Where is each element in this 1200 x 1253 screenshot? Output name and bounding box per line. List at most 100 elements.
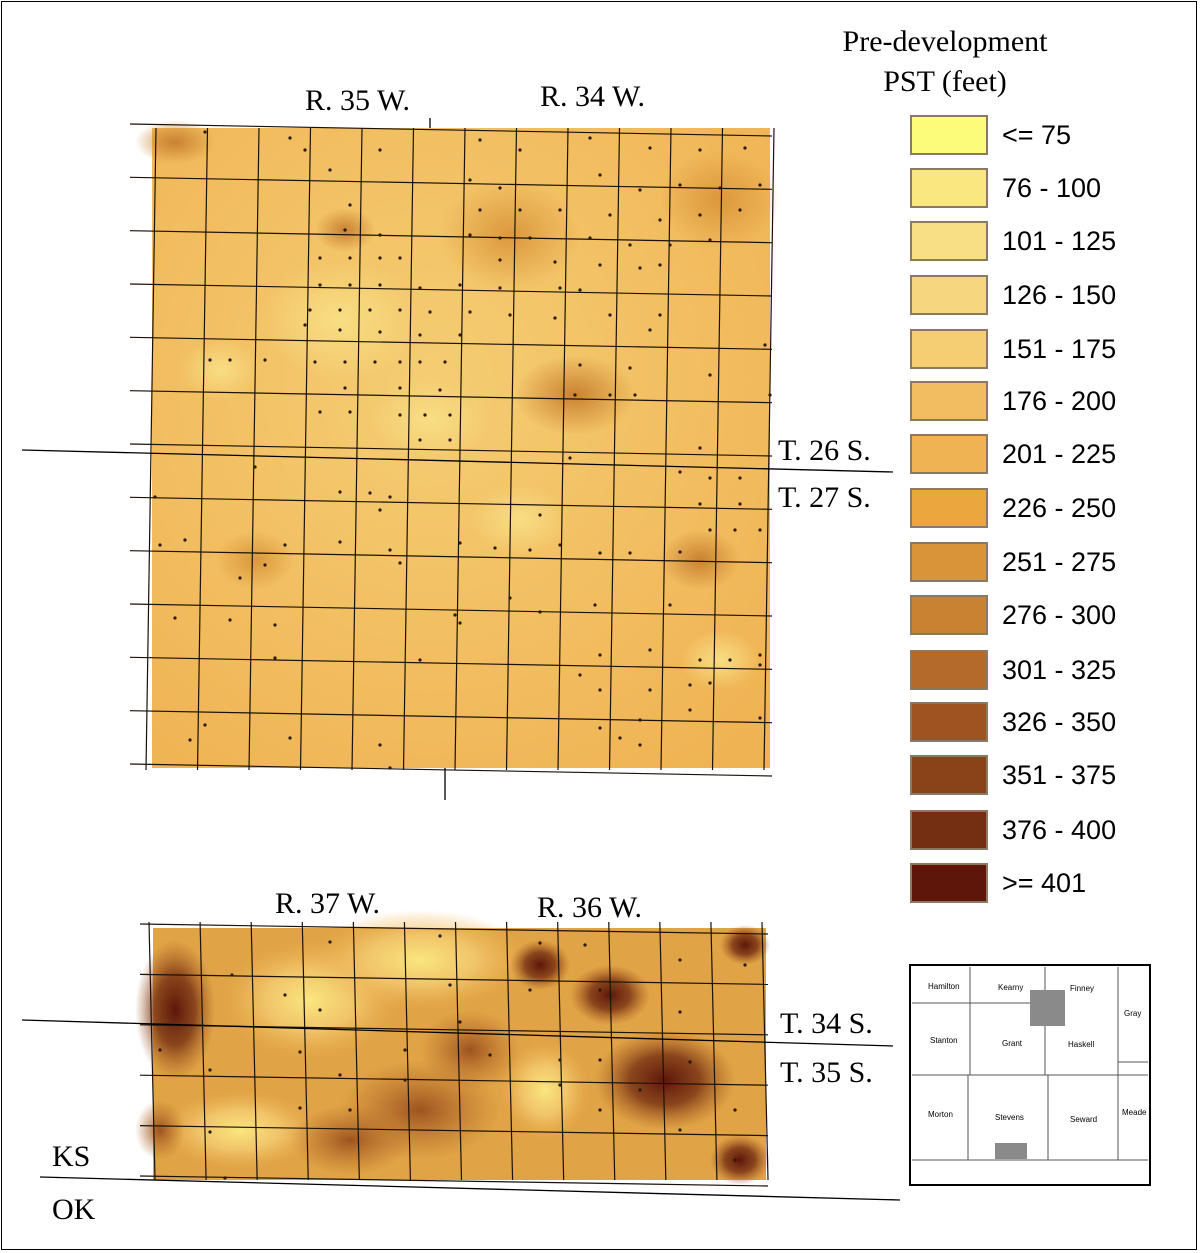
legend-item: >= 401 — [910, 863, 1170, 905]
well-point — [328, 940, 332, 944]
well-point — [733, 1108, 737, 1112]
section-line — [557, 127, 569, 771]
well-point — [208, 358, 212, 362]
well-point — [328, 168, 332, 172]
well-point — [733, 1158, 737, 1162]
well-point — [528, 236, 532, 240]
county-finney: Finney — [1070, 984, 1094, 993]
well-point — [228, 618, 232, 622]
well-point — [338, 328, 342, 332]
well-point — [758, 183, 762, 187]
well-point — [638, 266, 642, 270]
well-point — [558, 286, 562, 290]
legend-label: 226 - 250 — [1002, 493, 1117, 523]
well-point — [298, 1050, 302, 1054]
legend-label: 201 - 225 — [1002, 439, 1117, 469]
well-point — [238, 576, 242, 580]
well-point — [378, 256, 382, 260]
section-line — [301, 921, 309, 1181]
section-line — [660, 127, 672, 771]
section-line — [139, 1175, 769, 1187]
well-point — [553, 316, 557, 320]
section-line — [352, 921, 360, 1181]
section-line — [129, 443, 773, 457]
well-point — [758, 528, 762, 532]
well-point — [638, 718, 642, 722]
well-point — [288, 136, 292, 140]
section-line — [129, 123, 773, 137]
legend-title-line1: Pre-development — [842, 25, 1048, 58]
well-point — [598, 1108, 602, 1112]
section-line — [139, 1074, 769, 1086]
section-line — [148, 921, 156, 1181]
section-line — [250, 921, 258, 1181]
well-point — [318, 410, 322, 414]
county-grant: Grant — [1002, 1039, 1023, 1048]
legend-swatch — [910, 810, 988, 850]
well-point — [418, 286, 422, 290]
well-point — [598, 1058, 602, 1062]
section-line — [505, 921, 514, 1181]
well-point — [668, 243, 672, 247]
legend-swatch — [910, 381, 988, 421]
section-line — [129, 550, 773, 564]
legend-item: 176 - 200 — [910, 381, 1170, 423]
well-point — [678, 550, 682, 554]
section-line — [129, 656, 773, 670]
well-point — [498, 258, 502, 262]
section-line — [129, 603, 773, 617]
well-point — [398, 308, 402, 312]
well-point — [648, 328, 652, 332]
township-label-t35s: T. 35 S. — [780, 1056, 873, 1089]
well-point — [688, 1060, 692, 1064]
well-point — [318, 256, 322, 260]
well-point — [348, 410, 352, 414]
well-point — [608, 313, 612, 317]
well-point — [448, 983, 452, 987]
well-point — [208, 1068, 212, 1072]
well-point — [558, 208, 562, 212]
well-point — [343, 228, 347, 232]
well-point — [558, 1058, 562, 1062]
legend-swatch — [910, 275, 988, 315]
well-point — [368, 308, 372, 312]
well-point — [588, 136, 592, 140]
county-hamilton: Hamilton — [928, 982, 960, 991]
section-line — [129, 710, 773, 724]
well-point — [598, 263, 602, 267]
well-point — [230, 973, 234, 977]
legend-item: 351 - 375 — [910, 755, 1170, 797]
well-point — [498, 186, 502, 190]
legend-item: 276 - 300 — [910, 595, 1170, 637]
well-point — [678, 958, 682, 962]
well-point — [708, 373, 712, 377]
well-point — [648, 688, 652, 692]
well-point — [443, 360, 447, 364]
well-points — [153, 130, 772, 1180]
section-line — [248, 127, 260, 771]
legend-swatch — [910, 595, 988, 635]
well-point — [648, 648, 652, 652]
legend-item: 226 - 250 — [910, 488, 1170, 530]
well-point — [638, 743, 642, 747]
well-point — [388, 495, 392, 499]
well-point — [493, 546, 497, 550]
well-point — [558, 543, 562, 547]
well-point — [468, 178, 472, 182]
well-point — [708, 476, 712, 480]
well-point — [398, 256, 402, 260]
legend-title: Pre-development PST (feet) — [800, 22, 1090, 102]
well-point — [498, 236, 502, 240]
well-point — [453, 613, 457, 617]
well-point — [348, 203, 352, 207]
well-point — [508, 313, 512, 317]
section-line — [608, 127, 621, 771]
well-point — [418, 438, 422, 442]
well-point — [273, 623, 277, 627]
well-point — [398, 561, 402, 565]
well-point — [618, 736, 622, 740]
well-point — [158, 543, 162, 547]
well-point — [403, 1078, 407, 1082]
